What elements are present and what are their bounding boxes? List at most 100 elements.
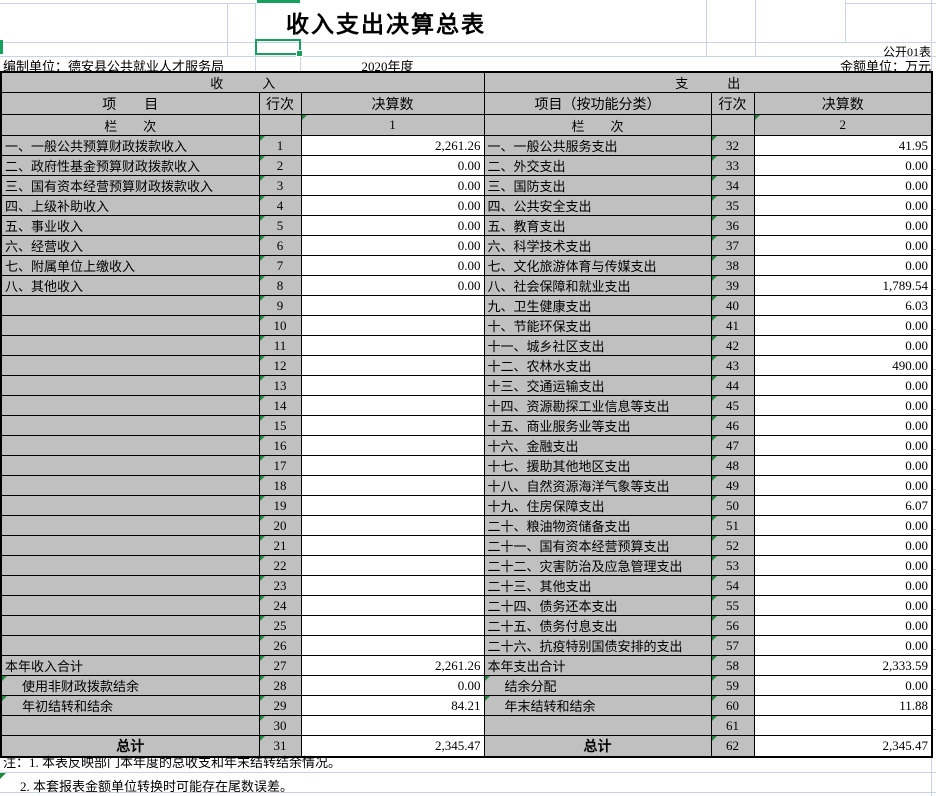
expense-amount-cell[interactable]: 0.00 — [753, 435, 933, 456]
income-item-cell[interactable] — [0, 295, 260, 316]
income-item-cell[interactable]: 五、事业收入 — [0, 215, 260, 236]
expense-amount-cell[interactable]: 490.00 — [753, 355, 933, 376]
income-amount-cell[interactable] — [300, 355, 485, 376]
income-amount-cell[interactable]: 0.00 — [300, 255, 485, 276]
expense-rowno-cell[interactable]: 42 — [710, 335, 755, 356]
income-amount-cell[interactable] — [300, 395, 485, 416]
fiscal-year-label[interactable]: 2020年度 — [361, 59, 414, 74]
expense-amount-cell[interactable]: 0.00 — [753, 195, 933, 216]
expense-rowno-cell[interactable]: 33 — [710, 155, 755, 176]
expense-amount-cell[interactable]: 0.00 — [753, 315, 933, 336]
expense-amount-cell[interactable]: 1,789.54 — [753, 275, 933, 296]
lan-ci-left[interactable]: 栏 次 — [0, 114, 260, 136]
income-amount-cell[interactable] — [300, 535, 485, 556]
income-amount-cell[interactable] — [300, 555, 485, 576]
income-rowno-cell[interactable]: 25 — [258, 615, 302, 636]
income-rowno-cell[interactable]: 14 — [258, 395, 302, 416]
expense-amount-cell[interactable]: 0.00 — [753, 395, 933, 416]
lan-ci-left-empty[interactable] — [258, 114, 302, 136]
income-item-cell[interactable] — [0, 395, 260, 416]
expense-item-cell[interactable]: 十二、农林水支出 — [483, 355, 712, 376]
expense-amount-cell[interactable]: 0.00 — [753, 595, 933, 616]
note-1[interactable]: 注：1. 本表反映部门本年度的总收支和年末结转结余情况。 — [3, 755, 342, 770]
page-title[interactable]: 收入支出决算总表 — [286, 12, 486, 37]
income-rowno-cell[interactable]: 15 — [258, 415, 302, 436]
expense-amount-cell[interactable]: 0.00 — [753, 415, 933, 436]
expense-rowno-cell[interactable]: 59 — [710, 675, 755, 696]
unit-label[interactable]: 金额单位：万元 — [839, 59, 931, 74]
lan-ci-right[interactable]: 栏 次 — [483, 114, 712, 136]
income-rowno-cell[interactable]: 5 — [258, 215, 302, 236]
expense-col-no[interactable]: 2 — [753, 114, 933, 136]
expense-rowno-cell[interactable]: 35 — [710, 195, 755, 216]
income-item-cell[interactable] — [0, 635, 260, 656]
expense-amount-cell[interactable]: 0.00 — [753, 575, 933, 596]
income-item-cell[interactable] — [0, 515, 260, 536]
income-rowno-cell[interactable]: 30 — [258, 715, 302, 736]
expense-item-cell[interactable]: 二十三、其他支出 — [483, 575, 712, 596]
income-amount-cell[interactable] — [300, 335, 485, 356]
income-item-cell[interactable]: 总计 — [0, 735, 260, 758]
income-item-cell[interactable]: 七、附属单位上缴收入 — [0, 255, 260, 276]
expense-amount-cell[interactable] — [753, 715, 933, 736]
income-amount-cell[interactable] — [300, 295, 485, 316]
expense-rowno-cell[interactable]: 37 — [710, 235, 755, 256]
expense-rowno-cell[interactable]: 49 — [710, 475, 755, 496]
income-item-cell[interactable] — [0, 575, 260, 596]
expense-item-cell[interactable]: 一、一般公共服务支出 — [483, 135, 712, 156]
expense-rowno-cell[interactable]: 60 — [710, 695, 755, 716]
income-item-cell[interactable] — [0, 415, 260, 436]
expense-rowno-cell[interactable]: 39 — [710, 275, 755, 296]
income-amount-cell[interactable] — [300, 515, 485, 536]
income-rowno-cell[interactable]: 31 — [258, 735, 302, 758]
income-rowno-cell[interactable]: 26 — [258, 635, 302, 656]
expense-amount-cell[interactable]: 0.00 — [753, 515, 933, 536]
income-item-cell[interactable] — [0, 335, 260, 356]
expense-amount-cell[interactable]: 0.00 — [753, 635, 933, 656]
income-rowno-cell[interactable]: 23 — [258, 575, 302, 596]
income-item-cell[interactable] — [0, 615, 260, 636]
income-item-cell[interactable]: 本年收入合计 — [0, 655, 260, 676]
income-rowno-cell[interactable]: 18 — [258, 475, 302, 496]
expense-amount-cell[interactable]: 0.00 — [753, 335, 933, 356]
income-amount-cell[interactable] — [300, 635, 485, 656]
income-amount-cell[interactable]: 0.00 — [300, 235, 485, 256]
income-amount-cell[interactable] — [300, 435, 485, 456]
income-item-cell[interactable]: 六、经营收入 — [0, 235, 260, 256]
expense-rowno-cell[interactable]: 45 — [710, 395, 755, 416]
active-cell-border[interactable] — [255, 39, 301, 55]
income-amount-header[interactable]: 决算数 — [300, 92, 485, 115]
expense-amount-cell[interactable]: 0.00 — [753, 235, 933, 256]
expense-amount-header[interactable]: 决算数 — [753, 92, 933, 115]
income-rowno-cell[interactable]: 28 — [258, 675, 302, 696]
income-amount-cell[interactable]: 2,345.47 — [300, 735, 485, 758]
expense-section-header[interactable]: 支 出 — [483, 71, 933, 93]
income-rowno-cell[interactable]: 29 — [258, 695, 302, 716]
expense-amount-cell[interactable]: 0.00 — [753, 475, 933, 496]
expense-amount-cell[interactable]: 0.00 — [753, 615, 933, 636]
expense-rowno-cell[interactable]: 57 — [710, 635, 755, 656]
income-rowno-cell[interactable]: 7 — [258, 255, 302, 276]
note-2[interactable]: 2. 本套报表金额单位转换时可能存在尾数误差。 — [20, 779, 294, 794]
expense-rowno-cell[interactable]: 52 — [710, 535, 755, 556]
expense-rowno-cell[interactable]: 44 — [710, 375, 755, 396]
income-section-header[interactable]: 收 入 — [0, 71, 485, 93]
income-item-cell[interactable] — [0, 715, 260, 736]
expense-rowno-cell[interactable]: 47 — [710, 435, 755, 456]
income-rowno-cell[interactable]: 6 — [258, 235, 302, 256]
expense-amount-cell[interactable]: 0.00 — [753, 555, 933, 576]
expense-amount-cell[interactable]: 2,345.47 — [753, 735, 933, 758]
income-item-cell[interactable]: 年初结转和结余 — [0, 695, 260, 716]
income-amount-cell[interactable] — [300, 615, 485, 636]
expense-item-cell[interactable]: 总计 — [483, 735, 712, 758]
income-amount-cell[interactable]: 0.00 — [300, 275, 485, 296]
income-amount-cell[interactable] — [300, 715, 485, 736]
expense-item-cell[interactable]: 十、节能环保支出 — [483, 315, 712, 336]
expense-rowno-cell[interactable]: 43 — [710, 355, 755, 376]
expense-rowno-cell[interactable]: 32 — [710, 135, 755, 156]
income-amount-cell[interactable]: 0.00 — [300, 175, 485, 196]
expense-rowno-cell[interactable]: 46 — [710, 415, 755, 436]
expense-item-cell[interactable]: 十五、商业服务业等支出 — [483, 415, 712, 436]
expense-item-cell[interactable]: 十八、自然资源海洋气象等支出 — [483, 475, 712, 496]
expense-amount-cell[interactable]: 6.03 — [753, 295, 933, 316]
